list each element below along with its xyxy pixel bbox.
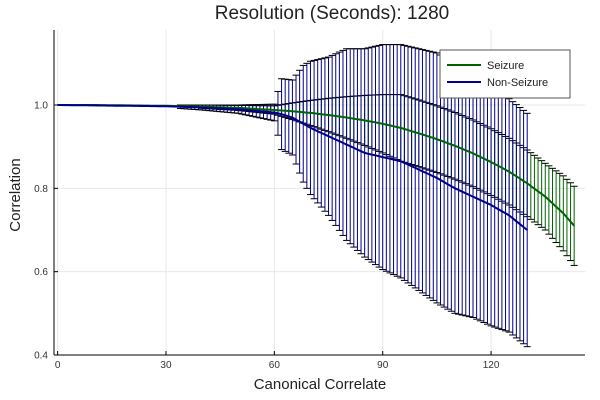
chart-title: Resolution (Seconds): 1280 [215,3,449,24]
error-bars [176,44,578,348]
y-tick-label: 0.4 [34,351,48,362]
axes: 0 30 60 90 120 0.4 0.6 0.8 1.0 [34,30,585,371]
x-tick-label: 90 [377,360,389,371]
series-line-non-seizure [57,104,528,231]
series-lines [57,104,575,231]
y-tick-label: 0.6 [34,267,48,278]
legend-label-seizure: Seizure [487,60,524,72]
x-tick-label: 60 [269,360,281,371]
legend-label-non-seizure: Non-Seizure [487,77,548,89]
x-axis-label: Canonical Correlate [254,376,387,393]
x-tick-label: 120 [483,360,500,371]
y-tick-label: 0.8 [34,184,48,195]
legend: Seizure Non-Seizure [439,49,571,99]
x-tick-label: 30 [160,360,172,371]
y-tick-label: 1.0 [34,101,48,112]
x-tick-label: 0 [55,360,61,371]
y-axis-label: Correlation [7,158,24,231]
legend-box [439,49,571,99]
